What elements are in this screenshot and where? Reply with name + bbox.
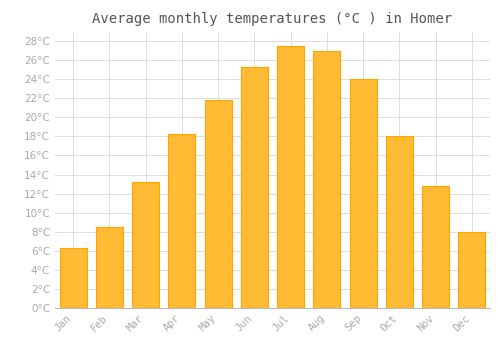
Bar <box>277 46 304 308</box>
Bar <box>60 248 86 308</box>
Bar <box>204 100 232 308</box>
Bar <box>386 136 413 308</box>
Bar <box>314 50 340 308</box>
Bar <box>350 79 376 308</box>
Bar <box>422 186 449 308</box>
Bar <box>458 232 485 308</box>
Bar <box>168 133 196 308</box>
Bar <box>96 227 123 308</box>
Title: Average monthly temperatures (°C ) in Homer: Average monthly temperatures (°C ) in Ho… <box>92 12 452 26</box>
Bar <box>241 67 268 308</box>
Bar <box>132 182 159 308</box>
